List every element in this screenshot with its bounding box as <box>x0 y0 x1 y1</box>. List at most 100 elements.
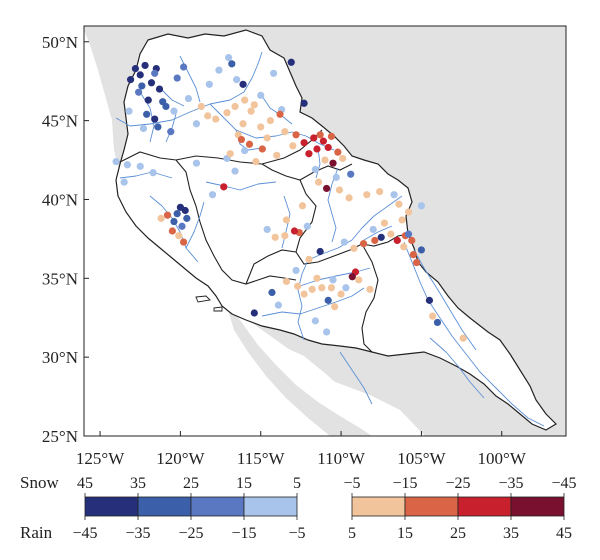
station-dot <box>154 123 162 131</box>
station-dot <box>131 64 140 73</box>
station-dot <box>319 137 327 145</box>
legend-cool-colorbar: 45 35 25 15 5 −45 −35 −25 −15 −5 <box>72 475 305 542</box>
station-dot <box>323 184 331 193</box>
lat-label: 50°N <box>42 33 78 52</box>
station-dot <box>173 74 181 82</box>
warm-swatch <box>351 496 406 517</box>
station-dot <box>266 117 274 125</box>
station-dot <box>294 282 302 290</box>
station-dot <box>257 123 265 131</box>
station-dot <box>231 167 239 175</box>
station-dot <box>377 233 385 241</box>
cool-snow-tick: 35 <box>130 475 146 492</box>
station-dot <box>348 273 356 281</box>
station-dot <box>123 161 131 169</box>
station-dot <box>380 219 389 227</box>
river-snake <box>209 103 335 151</box>
station-dot <box>334 148 342 156</box>
station-dot <box>300 99 308 107</box>
station-dot <box>345 194 353 202</box>
station-dot <box>459 334 467 342</box>
river-riogrande <box>403 241 545 427</box>
warm-rain-tick: 15 <box>397 525 413 542</box>
station-dot <box>369 225 377 234</box>
station-dot <box>329 159 337 167</box>
river-conchos <box>429 337 485 399</box>
station-dot <box>324 296 332 304</box>
station-dot <box>308 285 316 293</box>
station-dot <box>425 296 434 304</box>
station-dot <box>162 102 170 111</box>
map-frame <box>83 25 567 437</box>
station-dot <box>205 80 213 88</box>
station-dot <box>223 109 231 117</box>
warm-swatch <box>404 496 459 517</box>
station-dot <box>366 285 374 293</box>
station-dot <box>147 79 156 87</box>
station-dot <box>163 211 172 219</box>
station-dot <box>393 236 401 245</box>
lat-label: 35°N <box>42 269 78 288</box>
station-dot <box>305 255 313 263</box>
warm-rain-tick: 25 <box>450 525 466 542</box>
station-dot <box>281 232 289 240</box>
station-dot <box>363 191 371 199</box>
station-dot <box>290 227 299 235</box>
subbasin-boundary-7 <box>361 243 379 353</box>
station-dot <box>269 69 278 77</box>
station-dot <box>155 85 164 93</box>
river-clearwater <box>261 95 293 125</box>
station-dot <box>429 312 437 320</box>
river-pecos <box>413 249 477 351</box>
cool-rain-tick: −25 <box>178 525 203 542</box>
station-dot <box>329 276 337 284</box>
station-dot <box>408 236 416 245</box>
subbasin-boundary-6 <box>361 233 409 247</box>
station-dot <box>287 58 295 66</box>
station-dot <box>398 216 406 224</box>
station-dot <box>335 186 344 194</box>
river-yakima <box>161 89 185 107</box>
station-dot <box>226 150 234 158</box>
station-dot <box>311 317 319 325</box>
warm-rain-tick: 5 <box>348 525 356 542</box>
station-dot <box>310 134 318 142</box>
station-dot <box>339 154 347 163</box>
station-dot <box>212 115 220 123</box>
station-dot <box>433 318 442 327</box>
station-dot <box>250 101 258 109</box>
river-sanjuan <box>363 225 393 241</box>
station-dot <box>138 82 146 90</box>
station-dot <box>139 124 148 133</box>
station-dot <box>314 178 323 186</box>
station-dot <box>376 187 384 196</box>
station-dot <box>252 158 260 166</box>
lon-label: 120°W <box>156 449 205 468</box>
cool-swatch <box>243 496 298 517</box>
legend-warm-colorbar: −5 −15 −25 −35 −45 5 15 25 35 45 <box>343 475 576 542</box>
station-dot <box>292 131 300 139</box>
station-dot <box>157 214 165 222</box>
station-dot <box>225 53 233 62</box>
station-dot <box>282 216 291 224</box>
station-dot <box>168 227 176 235</box>
warm-snow-tick: −45 <box>551 475 576 492</box>
station-dot <box>300 290 308 298</box>
station-dot <box>125 107 133 115</box>
river-colorado-upper <box>307 195 403 261</box>
station-dot <box>228 60 236 68</box>
station-dot <box>208 191 217 199</box>
station-dot <box>197 102 205 111</box>
longitude-axis: 125°W 120°W 115°W 110°W 105°W 100°W <box>76 431 527 468</box>
station-dot <box>126 76 135 84</box>
station-dot <box>355 276 363 284</box>
station-dot <box>143 110 151 118</box>
river-bear <box>315 147 321 179</box>
latitude-axis: 50°N 45°N 40°N 35°N 30°N 25°N <box>42 33 89 446</box>
river-green <box>327 167 339 243</box>
lon-label: 110°W <box>317 449 366 468</box>
cool-rain-tick: −35 <box>125 525 150 542</box>
warm-swatch <box>457 496 512 517</box>
lon-label: 125°W <box>76 449 125 468</box>
